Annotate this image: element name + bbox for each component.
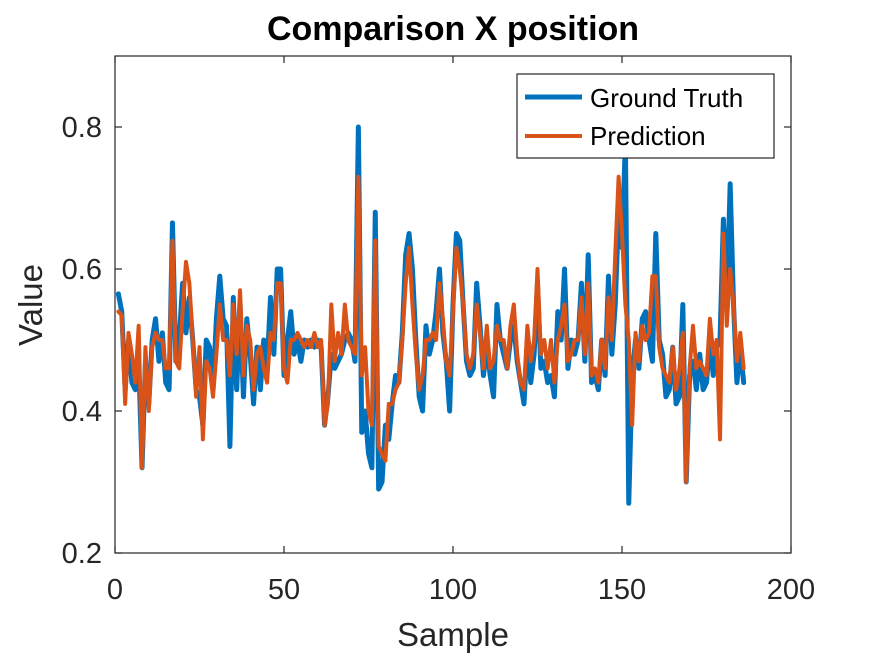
tick-labels: 0 50 100 150 200 0.2 0.4 0.6 0.8	[62, 112, 816, 606]
series-layer	[115, 124, 747, 506]
y-tick-label: 0.6	[62, 254, 102, 286]
legend: Ground Truth Prediction	[516, 73, 775, 159]
x-tick-label: 100	[429, 574, 477, 606]
legend-label-prediction: Prediction	[590, 121, 706, 151]
y-tick-label: 0.2	[62, 538, 102, 570]
x-tick-label: 50	[268, 574, 300, 606]
series-line-prediction	[116, 174, 746, 484]
chart-title: Comparison X position	[267, 10, 639, 48]
y-axis-label: Value	[12, 264, 49, 346]
y-tick-label: 0.8	[62, 112, 102, 144]
axes-box	[114, 55, 792, 554]
x-tick-label: 0	[107, 574, 123, 606]
x-axis-label: Sample	[397, 616, 509, 653]
legend-label-ground-truth: Ground Truth	[590, 83, 743, 113]
x-tick-label: 150	[598, 574, 646, 606]
legend-box	[516, 73, 775, 159]
y-tick-label: 0.4	[62, 396, 102, 428]
x-tick-label: 200	[767, 574, 815, 606]
